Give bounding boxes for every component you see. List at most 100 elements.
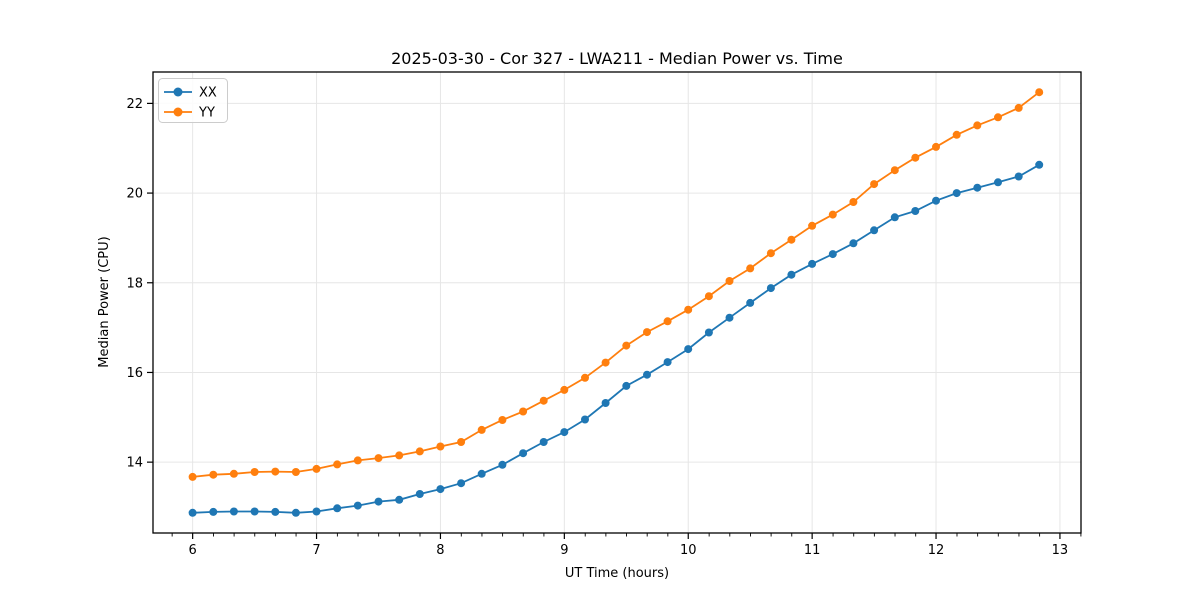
data-point-xx (994, 178, 1002, 187)
data-point-yy (250, 468, 259, 476)
x-tick-label: 13 (1052, 543, 1069, 558)
data-point-xx (870, 226, 879, 235)
data-point-yy (932, 142, 940, 151)
data-point-xx (291, 508, 300, 517)
data-point-yy (498, 416, 507, 424)
data-point-yy (684, 305, 693, 314)
legend-label-xx: XX (199, 86, 217, 101)
data-point-yy (581, 373, 589, 382)
data-point-yy (519, 407, 528, 416)
x-tick-label: 7 (312, 543, 320, 558)
data-point-xx (663, 358, 672, 367)
data-point-xx (581, 415, 589, 424)
data-point-xx (1014, 172, 1023, 181)
data-point-yy (457, 438, 466, 446)
data-point-xx (643, 370, 651, 379)
tick-labels: 6 7 8 9 10 11 12 13 14 16 18 20 22 (126, 97, 1068, 558)
data-point-yy (353, 456, 362, 465)
legend-box (158, 78, 228, 123)
series-line-yy (192, 91, 1040, 478)
data-point-xx (828, 250, 837, 259)
x-tick-label: 11 (804, 543, 821, 558)
data-point-xx (374, 497, 383, 506)
data-point-yy (808, 221, 817, 230)
data-point-yy (828, 210, 837, 219)
data-point-yy (395, 451, 404, 460)
series-line-xx (192, 164, 1040, 514)
data-point-xx (312, 507, 321, 516)
data-point-yy (849, 198, 858, 206)
series-yy (188, 88, 1044, 481)
plot-border (152, 71, 1082, 534)
x-tick-label: 6 (189, 543, 197, 558)
y-tick-label: 18 (126, 276, 143, 291)
data-point-yy (994, 113, 1002, 122)
y-tick-label: 20 (126, 187, 143, 202)
data-point-yy (663, 317, 672, 326)
data-point-xx (932, 196, 940, 205)
data-point-yy (374, 454, 383, 463)
data-point-xx (188, 508, 197, 517)
legend: XX YY (158, 78, 228, 123)
data-point-xx (849, 239, 858, 248)
data-point-xx (725, 313, 734, 322)
legend-item-yy: YY (164, 106, 215, 121)
data-point-xx (353, 501, 362, 510)
data-point-yy (870, 180, 879, 189)
x-tick-label: 8 (436, 543, 444, 558)
data-point-yy (415, 447, 424, 456)
data-point-yy (312, 464, 321, 473)
data-point-xx (395, 495, 404, 504)
data-point-xx (787, 270, 796, 279)
data-point-yy (229, 469, 238, 478)
y-tick-label: 16 (126, 366, 143, 381)
data-point-yy (271, 467, 280, 476)
data-point-xx (952, 189, 961, 198)
data-point-yy (539, 396, 548, 405)
y-axis-label: Median Power (CPU) (97, 236, 112, 367)
chart-title: 2025-03-30 - Cor 327 - LWA211 - Median P… (391, 49, 843, 68)
data-point-xx (519, 449, 528, 458)
data-point-yy (973, 121, 982, 130)
data-point-xx (808, 259, 817, 268)
data-series (188, 88, 1044, 517)
data-point-yy (787, 235, 796, 244)
y-tick-label: 14 (126, 456, 143, 471)
grid-lines (153, 72, 1081, 533)
data-point-xx (250, 507, 259, 516)
data-point-yy (746, 264, 755, 273)
x-tick-label: 10 (680, 543, 697, 558)
data-point-xx (973, 183, 982, 192)
data-point-yy (725, 277, 734, 285)
data-point-xx (704, 328, 713, 337)
data-point-yy (436, 442, 445, 451)
data-point-xx (415, 490, 424, 498)
data-point-yy (291, 468, 300, 476)
data-point-xx (477, 469, 486, 478)
legend-marker-yy (173, 107, 183, 117)
data-point-xx (560, 428, 569, 437)
data-point-xx (436, 485, 445, 494)
data-point-yy (643, 328, 651, 337)
data-point-xx (457, 479, 466, 488)
data-point-yy (704, 292, 713, 301)
data-point-xx (1035, 160, 1044, 169)
data-point-yy (333, 460, 342, 469)
data-point-yy (1014, 103, 1023, 112)
x-tick-label: 9 (560, 543, 568, 558)
y-tick-label: 22 (126, 97, 143, 112)
legend-marker-xx (173, 87, 183, 97)
data-point-yy (622, 341, 631, 350)
data-point-yy (188, 472, 197, 481)
data-point-xx (766, 284, 775, 293)
data-point-yy (209, 470, 218, 479)
x-axis-label: UT Time (hours) (565, 566, 669, 581)
data-point-yy (911, 153, 920, 162)
data-point-yy (890, 166, 899, 175)
axes-ticks (147, 71, 1082, 539)
data-point-xx (498, 460, 507, 469)
data-point-yy (601, 358, 610, 367)
data-point-yy (952, 130, 961, 139)
data-point-xx (539, 438, 548, 446)
